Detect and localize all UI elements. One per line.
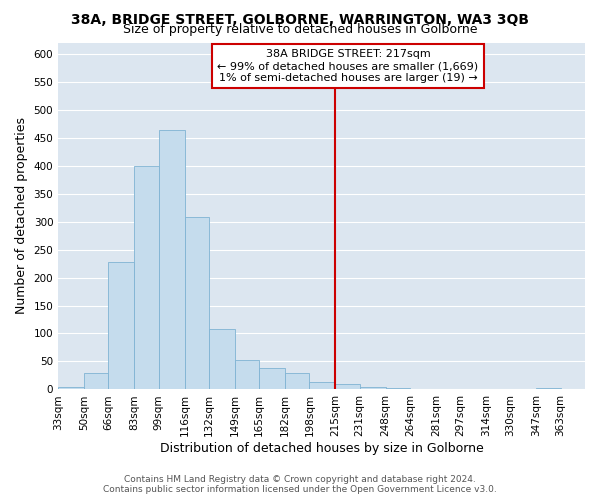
Bar	[58, 386, 84, 390]
Bar	[185, 217, 209, 390]
Y-axis label: Number of detached properties: Number of detached properties	[15, 118, 28, 314]
Bar	[209, 329, 235, 390]
Text: Contains HM Land Registry data © Crown copyright and database right 2024.
Contai: Contains HM Land Registry data © Crown c…	[103, 474, 497, 494]
Bar	[285, 373, 310, 390]
Bar	[84, 372, 109, 390]
Bar	[359, 386, 386, 390]
Bar	[134, 166, 158, 390]
Text: 38A BRIDGE STREET: 217sqm
← 99% of detached houses are smaller (1,669)
1% of sem: 38A BRIDGE STREET: 217sqm ← 99% of detac…	[217, 50, 478, 82]
Bar	[335, 384, 359, 390]
Text: 38A, BRIDGE STREET, GOLBORNE, WARRINGTON, WA3 3QB: 38A, BRIDGE STREET, GOLBORNE, WARRINGTON…	[71, 12, 529, 26]
Bar	[109, 262, 134, 390]
Bar	[536, 388, 560, 390]
Bar	[386, 388, 410, 390]
Bar	[158, 130, 185, 390]
Bar	[235, 360, 259, 390]
Bar	[310, 382, 335, 390]
Text: Size of property relative to detached houses in Golborne: Size of property relative to detached ho…	[123, 22, 477, 36]
Bar	[259, 368, 285, 390]
X-axis label: Distribution of detached houses by size in Golborne: Distribution of detached houses by size …	[160, 442, 484, 455]
